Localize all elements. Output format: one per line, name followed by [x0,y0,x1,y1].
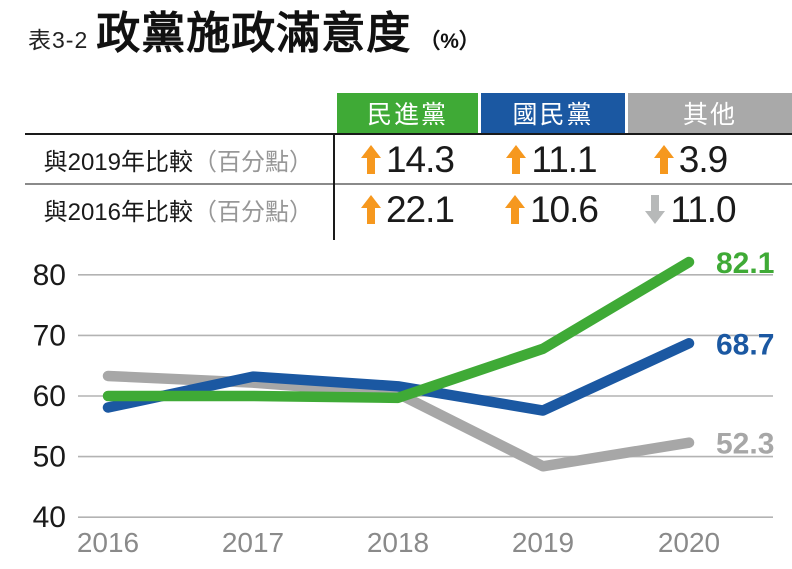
svg-text:40: 40 [33,501,66,534]
svg-text:52.3: 52.3 [716,428,774,461]
table-row: 與2016年比較 （百分點） 22.1 10.6 11.0 [0,185,792,233]
row-label-2016: 與2016年比較 （百分點） [0,185,337,233]
vertical-divider-line [333,133,335,240]
table-number-label: 表3-2 [28,27,89,53]
satisfaction-line-chart: 40 50 60 70 80 2016 2017 2018 2019 2020 82.1 68.7 52… [33,247,775,558]
svg-text:60: 60 [33,380,66,413]
up-arrow-icon [360,144,381,174]
header-dpp-cell: 民進黨 [337,93,478,133]
header-kmt-cell: 國民黨 [478,93,625,133]
svg-text:68.7: 68.7 [716,328,774,361]
value-cell: 11.0 [625,185,792,233]
row-label-2019: 與2019年比較 （百分點） [0,135,337,183]
svg-text:2019: 2019 [512,527,574,558]
value-cell: 22.1 [337,185,478,233]
svg-text:50: 50 [33,441,66,474]
svg-text:80: 80 [33,259,66,292]
page-title: 表3-2 政黨施政滿意度 （%） [28,6,480,61]
value-cell: 10.6 [478,185,625,233]
row-divider-line [25,183,792,185]
header-other-label: 其他 [682,101,737,129]
row-label-unit: （百分點） [193,198,313,226]
header-kmt-label: 國民黨 [512,101,594,129]
change-value: 14.3 [385,138,455,180]
up-arrow-icon [653,144,674,174]
row-label-unit: （百分點） [193,148,313,176]
table-header-row: 民進黨 國民黨 其他 [0,93,792,133]
change-value: 11.1 [531,138,597,180]
value-cell: 11.1 [478,135,625,183]
down-arrow-icon [645,194,666,224]
change-value: 10.6 [529,188,599,230]
svg-text:2016: 2016 [77,527,139,558]
title-unit-label: （%） [419,30,480,53]
header-dpp-label: 民進黨 [366,101,448,129]
up-arrow-icon [506,144,527,174]
svg-text:2017: 2017 [222,527,284,558]
value-cell: 14.3 [337,135,478,183]
table-row: 與2019年比較 （百分點） 14.3 11.1 3.9 [0,135,792,183]
svg-text:2018: 2018 [367,527,429,558]
up-arrow-icon [360,194,381,224]
title-text: 政黨施政滿意度 [96,9,412,58]
header-divider-line [25,133,792,135]
change-value: 3.9 [678,138,728,180]
svg-text:70: 70 [33,319,66,352]
change-value: 11.0 [670,188,736,230]
value-cell: 3.9 [625,135,792,183]
comparison-table: 民進黨 國民黨 其他 與2019年比較 （百分點） 14.3 11.1 [0,93,792,240]
header-other-cell: 其他 [625,93,792,133]
svg-text:82.1: 82.1 [716,247,774,280]
svg-text:2020: 2020 [658,527,720,558]
up-arrow-icon [504,194,525,224]
header-empty-cell [0,93,337,133]
change-value: 22.1 [385,188,455,230]
